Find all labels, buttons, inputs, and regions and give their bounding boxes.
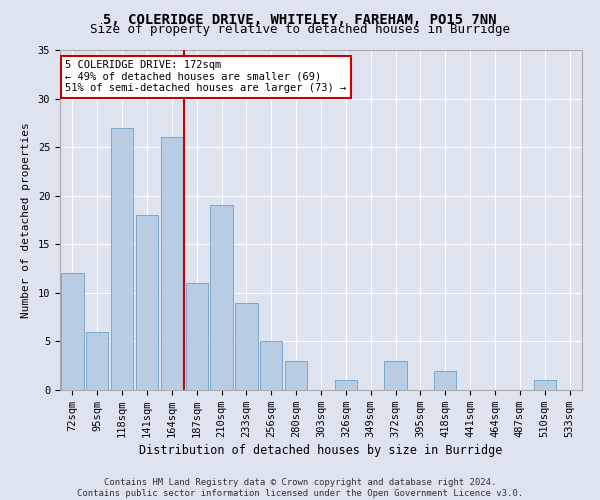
Text: Size of property relative to detached houses in Burridge: Size of property relative to detached ho… (90, 22, 510, 36)
Bar (161, 138, 183, 390)
Bar (385, 361, 407, 390)
Bar (533, 380, 556, 390)
Text: 5, COLERIDGE DRIVE, WHITELEY, FAREHAM, PO15 7NN: 5, COLERIDGE DRIVE, WHITELEY, FAREHAM, P… (103, 12, 497, 26)
Bar (235, 302, 257, 390)
Bar (211, 206, 233, 390)
Y-axis label: Number of detached properties: Number of detached properties (21, 122, 31, 318)
Text: 5 COLERIDGE DRIVE: 172sqm
← 49% of detached houses are smaller (69)
51% of semi-: 5 COLERIDGE DRIVE: 172sqm ← 49% of detac… (65, 60, 346, 94)
Bar (136, 215, 158, 390)
Text: Contains HM Land Registry data © Crown copyright and database right 2024.
Contai: Contains HM Land Registry data © Crown c… (77, 478, 523, 498)
Bar (335, 380, 357, 390)
Bar (185, 283, 208, 390)
Bar (111, 128, 133, 390)
Bar (260, 342, 283, 390)
Bar (61, 274, 83, 390)
Bar (285, 361, 307, 390)
Bar (434, 370, 457, 390)
X-axis label: Distribution of detached houses by size in Burridge: Distribution of detached houses by size … (139, 444, 503, 457)
Bar (86, 332, 109, 390)
